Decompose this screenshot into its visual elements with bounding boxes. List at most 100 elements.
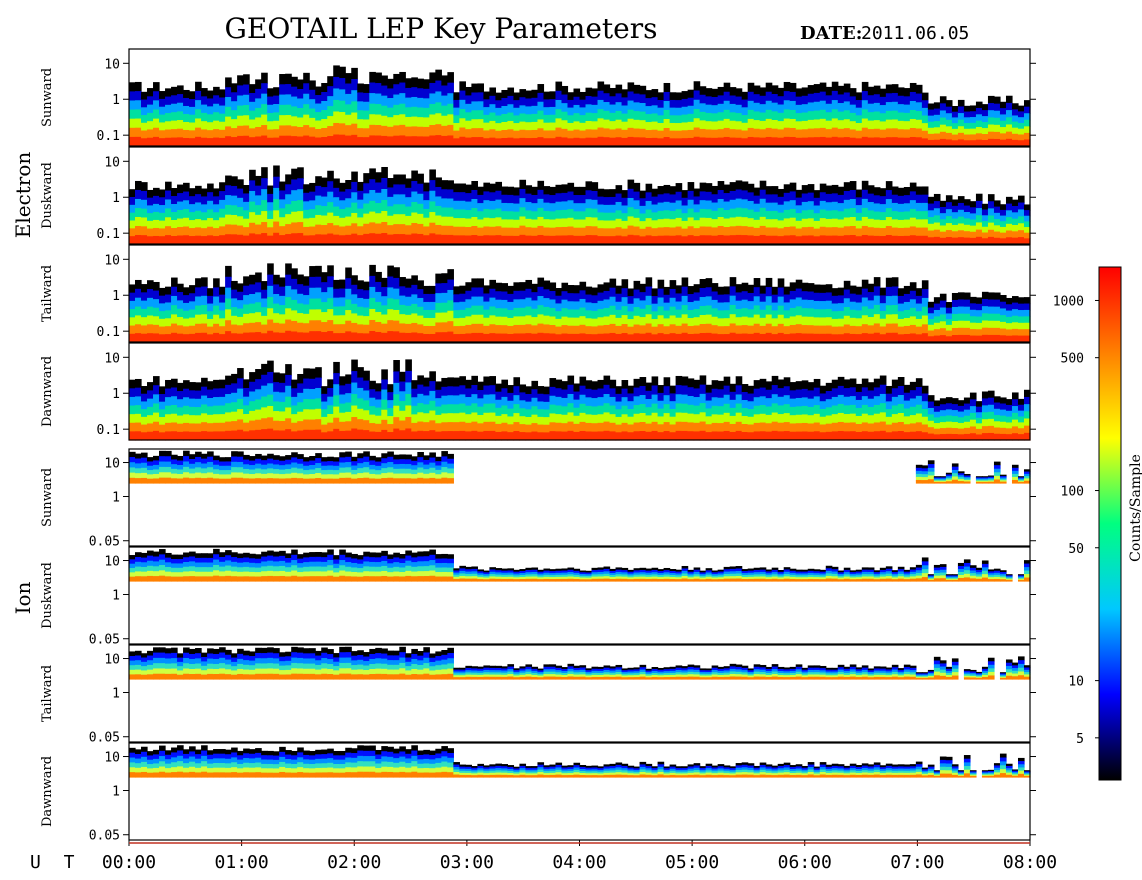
spectrogram-cell	[195, 90, 202, 101]
spectrogram-cell	[621, 279, 629, 289]
spectrogram-cell	[561, 103, 569, 113]
spectrogram-cell	[999, 221, 1007, 228]
spectrogram-cell	[369, 124, 376, 137]
spectrogram-cell	[741, 432, 749, 441]
spectrogram-cell	[201, 332, 208, 343]
spectrogram-cell	[627, 179, 635, 190]
spectrogram-cell	[819, 100, 827, 111]
spectrogram-cell	[489, 235, 497, 245]
spectrogram-cell	[993, 320, 1001, 329]
spectrogram-cell	[831, 210, 839, 220]
spectrogram-cell	[375, 331, 382, 343]
spectrogram-cell	[237, 197, 244, 208]
spectrogram-cell	[873, 219, 881, 229]
spectrogram-cell	[237, 325, 244, 335]
spectrogram-cell	[399, 563, 406, 569]
spectrogram-cell	[495, 217, 503, 227]
spectrogram-cell	[711, 210, 719, 220]
spectrogram-cell	[699, 375, 707, 386]
spectrogram-cell	[381, 379, 388, 391]
spectrogram-cell	[1011, 433, 1019, 441]
spectrogram-cell	[837, 186, 845, 196]
spectrogram-cell	[255, 205, 262, 216]
spectrogram-cell	[297, 383, 304, 394]
spectrogram-cell	[993, 219, 1001, 226]
spectrogram-cell	[261, 396, 268, 408]
spectrogram-cell	[813, 190, 821, 199]
spectrogram-cell	[699, 200, 707, 210]
spectrogram-cell	[423, 333, 430, 343]
spectrogram-cell	[147, 461, 154, 467]
spectrogram-cell	[333, 478, 340, 484]
spectrogram-cell	[801, 218, 809, 228]
spectrogram-cell	[741, 282, 749, 292]
spectrogram-cell	[129, 451, 136, 458]
spectrogram-cell	[285, 374, 292, 387]
spectrogram-cell	[225, 214, 232, 226]
spectrogram-cell	[873, 111, 881, 121]
spectrogram-cell	[567, 375, 575, 386]
spectrogram-cell	[729, 208, 737, 219]
spectrogram-cell	[309, 266, 316, 278]
spectrogram-cell	[405, 187, 412, 198]
spectrogram-cell	[339, 333, 346, 343]
spectrogram-cell	[873, 227, 881, 237]
spectrogram-cell	[189, 293, 196, 302]
spectrogram-cell	[375, 182, 382, 194]
spectrogram-cell	[549, 431, 557, 441]
spectrogram-cell	[771, 85, 779, 95]
spectrogram-cell	[303, 562, 310, 568]
spectrogram-cell	[747, 235, 755, 245]
spectrogram-cell	[165, 217, 172, 227]
spectrogram-cell	[213, 405, 220, 415]
spectrogram-cell	[795, 104, 803, 114]
spectrogram-cell	[249, 313, 256, 324]
spectrogram-cell	[555, 379, 563, 389]
spectrogram-cell	[939, 434, 947, 441]
spectrogram-cell	[729, 235, 737, 245]
spectrogram-cell	[681, 106, 689, 116]
spectrogram-cell	[429, 103, 436, 116]
spectrogram-cell	[555, 81, 563, 92]
spectrogram-cell	[843, 208, 851, 219]
spectrogram-cell	[273, 210, 280, 223]
spectrogram-cell	[261, 363, 268, 376]
spectrogram-cell	[723, 412, 731, 423]
spectrogram-cell	[159, 228, 166, 237]
spectrogram-cell	[243, 74, 250, 86]
spectrogram-cell	[411, 566, 418, 573]
spectrogram-cell	[435, 91, 442, 103]
spectrogram-cell	[903, 309, 911, 319]
spectrogram-cell	[945, 421, 953, 429]
spectrogram-cell	[261, 125, 268, 137]
spectrogram-cell	[975, 310, 983, 318]
panel-frame	[128, 48, 1031, 147]
spectrogram-cell	[873, 422, 881, 432]
spectrogram-cell	[885, 128, 893, 138]
spectrogram-cell	[357, 101, 364, 111]
spectrogram-cell	[567, 226, 575, 236]
spectrogram-cell	[393, 371, 400, 384]
spectrogram-cell	[381, 125, 388, 137]
spectrogram-cell	[495, 431, 503, 441]
spectrogram-cell	[927, 420, 935, 428]
spectrogram-cell	[975, 126, 983, 134]
spectrogram-cell	[765, 136, 773, 147]
spectrogram-cell	[759, 333, 767, 343]
spectrogram-cell	[531, 194, 539, 204]
spectrogram-cell	[885, 119, 893, 130]
spectrogram-cell	[387, 558, 394, 564]
spectrogram-cell	[153, 136, 160, 147]
spectrogram-cell	[333, 461, 340, 467]
spectrogram-cell	[747, 325, 755, 335]
spectrogram-cell	[465, 201, 472, 211]
spectrogram-cell	[405, 555, 412, 562]
spectrogram-cell	[1017, 434, 1025, 441]
spectrogram-cell	[357, 119, 364, 129]
spectrogram-cell	[315, 320, 322, 332]
spectrogram-cell	[825, 120, 833, 130]
spectrogram-cell	[309, 136, 316, 147]
spectrogram-cell	[831, 311, 839, 320]
spectrogram-cell	[561, 137, 569, 147]
spectrogram-cell	[195, 567, 202, 573]
